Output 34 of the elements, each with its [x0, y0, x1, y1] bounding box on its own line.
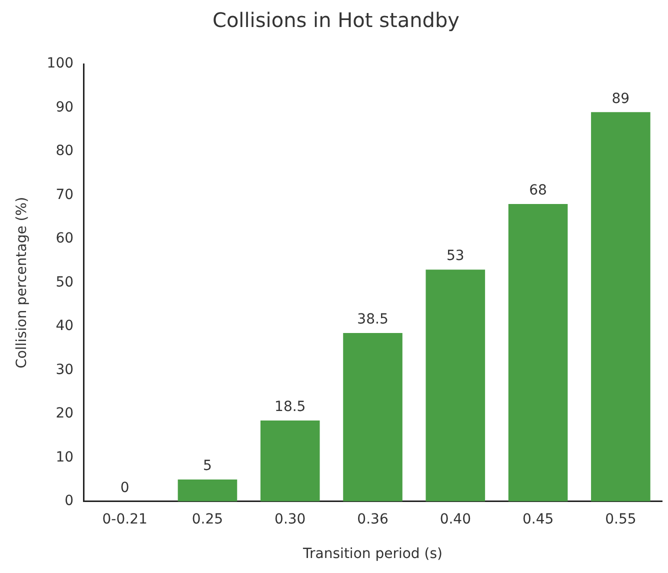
- data-label: 68: [529, 182, 547, 199]
- chart-title: Collisions in Hot standby: [212, 8, 460, 32]
- y-tick-label: 60: [56, 230, 74, 247]
- bar: [260, 420, 320, 502]
- x-tick-label: 0.40: [440, 511, 471, 528]
- y-tick-label: 30: [56, 362, 74, 378]
- y-axis-title: Collision percentage (%): [14, 196, 30, 368]
- data-label: 0: [120, 480, 130, 496]
- bar: [426, 270, 486, 502]
- x-tick-label: 0.25: [192, 511, 224, 528]
- y-tick-label: 10: [56, 449, 74, 466]
- y-tick-label: 70: [56, 186, 74, 203]
- y-tick-label: 100: [46, 56, 74, 72]
- data-label: 18.5: [274, 399, 306, 416]
- bar: [508, 204, 568, 502]
- x-tick-label: 0.36: [357, 511, 388, 528]
- x-tick-label: 0.55: [605, 511, 636, 528]
- y-tick-label: 80: [56, 143, 74, 160]
- data-label: 89: [612, 90, 630, 107]
- x-axis-title: Transition period (s): [302, 546, 442, 562]
- x-tick-label: 0.45: [522, 511, 554, 528]
- data-label: 5: [203, 458, 212, 474]
- x-tick-label: 0-0.21: [102, 511, 148, 528]
- data-label: 53: [446, 248, 464, 264]
- data-label: 38.5: [357, 312, 388, 328]
- bar: [343, 333, 402, 502]
- bar: [178, 480, 238, 502]
- x-tick-label: 0.30: [274, 511, 306, 528]
- y-tick-label: 20: [56, 406, 74, 422]
- y-tick-label: 50: [56, 274, 74, 290]
- y-tick-label: 0: [64, 493, 74, 510]
- y-tick-label: 40: [56, 318, 74, 334]
- y-tick-label: 90: [56, 99, 74, 116]
- bar: [591, 112, 650, 502]
